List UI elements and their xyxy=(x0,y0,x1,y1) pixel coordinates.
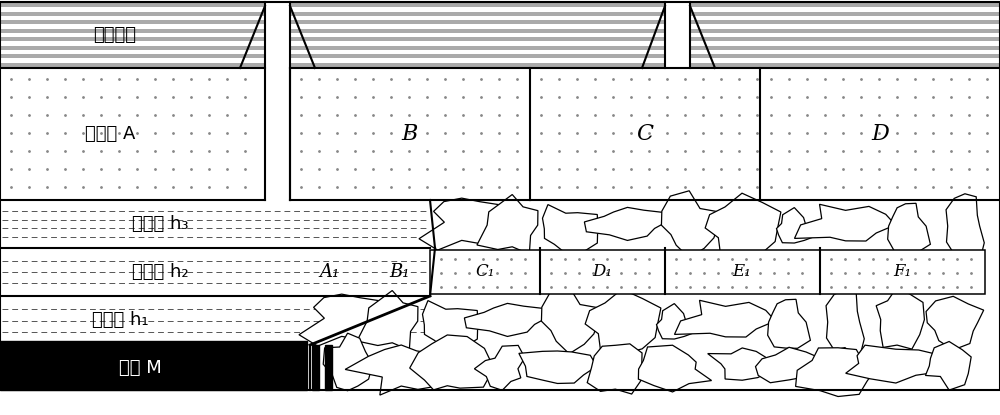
Bar xyxy=(312,345,319,390)
Bar xyxy=(0,296,430,345)
Bar xyxy=(0,2,265,68)
Bar xyxy=(290,68,530,200)
Text: 基本顶 A: 基本顶 A xyxy=(85,125,135,143)
Polygon shape xyxy=(422,300,478,349)
Bar xyxy=(0,29,265,33)
Bar xyxy=(690,20,1000,24)
Bar xyxy=(0,3,265,7)
Bar xyxy=(0,248,430,296)
Polygon shape xyxy=(674,300,775,337)
Bar xyxy=(0,54,265,59)
Bar xyxy=(430,250,540,294)
Text: F₁: F₁ xyxy=(893,264,911,281)
Text: B: B xyxy=(402,123,418,145)
Bar xyxy=(665,250,820,294)
Bar xyxy=(290,2,665,68)
Polygon shape xyxy=(310,200,1000,390)
Polygon shape xyxy=(541,287,598,354)
Polygon shape xyxy=(661,191,718,258)
Polygon shape xyxy=(419,198,505,250)
Text: D₁: D₁ xyxy=(592,264,612,281)
Polygon shape xyxy=(474,345,525,391)
Polygon shape xyxy=(926,296,984,350)
Polygon shape xyxy=(826,290,864,359)
Polygon shape xyxy=(708,348,772,380)
Polygon shape xyxy=(585,289,661,354)
Bar xyxy=(0,63,265,67)
Text: C: C xyxy=(637,123,654,145)
Bar xyxy=(290,29,665,33)
Polygon shape xyxy=(876,287,924,349)
Polygon shape xyxy=(477,195,538,254)
Polygon shape xyxy=(888,203,930,252)
Bar xyxy=(0,37,265,42)
Polygon shape xyxy=(519,351,597,383)
Bar xyxy=(690,29,1000,33)
Bar xyxy=(290,46,665,50)
Text: 直接顶 h₃: 直接顶 h₃ xyxy=(132,215,188,233)
Polygon shape xyxy=(776,208,819,243)
Bar xyxy=(290,63,665,67)
Bar xyxy=(540,250,665,294)
Polygon shape xyxy=(846,345,939,383)
Polygon shape xyxy=(323,333,373,391)
Text: 直接顶 h₂: 直接顶 h₂ xyxy=(132,263,188,281)
Bar xyxy=(290,54,665,59)
Bar xyxy=(690,2,1000,68)
Polygon shape xyxy=(357,290,418,350)
Bar xyxy=(690,3,1000,7)
Polygon shape xyxy=(925,342,971,390)
Bar xyxy=(0,20,265,24)
Bar xyxy=(325,345,332,390)
Polygon shape xyxy=(587,344,642,394)
Bar xyxy=(820,250,985,294)
Polygon shape xyxy=(796,348,875,396)
Polygon shape xyxy=(542,205,598,253)
Bar xyxy=(760,68,1000,200)
Polygon shape xyxy=(768,299,810,348)
Bar xyxy=(290,12,665,16)
Polygon shape xyxy=(794,204,895,241)
Polygon shape xyxy=(756,347,823,383)
Text: 煎层 M: 煎层 M xyxy=(119,359,161,376)
Bar xyxy=(530,68,760,200)
Bar xyxy=(0,341,307,390)
Bar xyxy=(690,12,1000,16)
Bar xyxy=(0,200,430,248)
Polygon shape xyxy=(299,294,385,346)
Polygon shape xyxy=(584,208,667,240)
Bar xyxy=(0,12,265,16)
Bar xyxy=(290,37,665,42)
Polygon shape xyxy=(656,304,699,339)
Text: E₁: E₁ xyxy=(733,264,751,281)
Bar xyxy=(690,54,1000,59)
Text: B₁: B₁ xyxy=(390,263,410,281)
Text: A₁: A₁ xyxy=(320,263,340,281)
Bar xyxy=(290,20,665,24)
Bar xyxy=(690,46,1000,50)
Polygon shape xyxy=(345,345,441,395)
Bar xyxy=(290,3,665,7)
Polygon shape xyxy=(638,345,712,392)
Bar xyxy=(0,46,265,50)
Polygon shape xyxy=(946,194,984,263)
Text: 直接顶 h₁: 直接顶 h₁ xyxy=(92,312,148,330)
Polygon shape xyxy=(410,335,494,390)
Text: 随动岩层: 随动岩层 xyxy=(94,26,136,44)
Text: C₁: C₁ xyxy=(475,264,495,281)
Polygon shape xyxy=(705,193,781,258)
Text: D: D xyxy=(871,123,889,145)
Bar xyxy=(690,63,1000,67)
Bar xyxy=(690,37,1000,42)
Bar xyxy=(0,68,265,200)
Polygon shape xyxy=(464,303,547,337)
